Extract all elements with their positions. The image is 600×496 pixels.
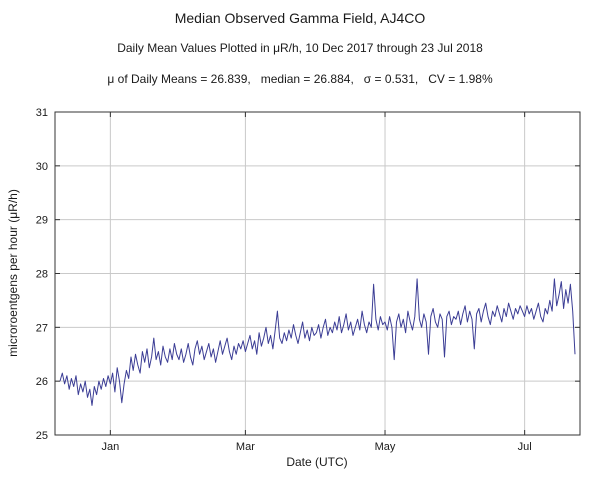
gridlines (55, 112, 580, 435)
x-tick-label: Jan (101, 441, 119, 453)
y-axis-label: microroentgens per hour (μR/h) (6, 189, 20, 357)
data-series-line (59, 278, 576, 406)
y-tick-label: 26 (36, 376, 48, 388)
y-tick-label: 29 (36, 215, 48, 227)
y-tick-label: 28 (36, 269, 48, 281)
y-tick-label: 31 (36, 107, 48, 119)
x-tick-label: Mar (236, 441, 255, 453)
y-tick-label: 27 (36, 322, 48, 334)
x-tick-label: Jul (518, 441, 532, 453)
x-axis-label: Date (UTC) (286, 455, 347, 469)
y-tick-labels: 25 26 27 28 29 30 31 (36, 107, 48, 442)
tick-marks (55, 111, 580, 436)
x-tick-labels: Jan Mar May Jul (101, 441, 531, 453)
x-tick-label: May (375, 441, 396, 453)
chart-title: Median Observed Gamma Field, AJ4CO (174, 10, 426, 26)
y-tick-label: 30 (36, 161, 48, 173)
chart-subtitle: Daily Mean Values Plotted in μR/h, 10 De… (117, 41, 483, 55)
chart-stats-line: μ of Daily Means = 26.839, median = 26.8… (107, 72, 493, 86)
y-tick-label: 25 (36, 430, 48, 442)
